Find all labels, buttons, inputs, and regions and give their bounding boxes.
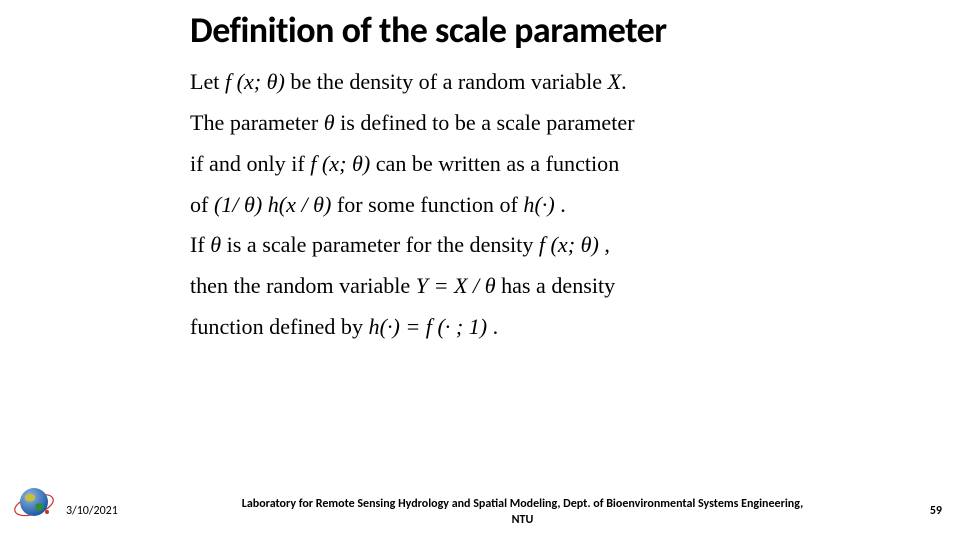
text: . xyxy=(487,314,498,339)
footer: 3/10/2021 Laboratory for Remote Sensing … xyxy=(0,484,960,534)
lab-logo-icon xyxy=(12,482,56,526)
math-expr: Y = X / θ xyxy=(416,273,496,298)
slide: Definition of the scale parameter Let f … xyxy=(0,0,960,540)
footer-lab: Laboratory for Remote Sensing Hydrology … xyxy=(145,496,900,528)
text: , xyxy=(599,232,610,257)
text: . xyxy=(555,192,566,217)
math-expr: (1/ θ) h(x / θ) xyxy=(214,192,331,217)
math-expr: f (x; θ) xyxy=(539,232,599,257)
text: . xyxy=(621,69,627,94)
text: is defined to be a scale parameter xyxy=(340,110,634,135)
footer-lab-line2: NTU xyxy=(512,513,534,527)
text: has a density xyxy=(496,273,616,298)
text: The parameter xyxy=(190,110,324,135)
slide-title: Definition of the scale parameter xyxy=(190,8,667,52)
text: be the density of a random variable xyxy=(290,69,607,94)
slide-body: Let f (x; θ) be the density of a random … xyxy=(190,62,810,348)
math-expr: f (x; θ) xyxy=(310,151,370,176)
math-expr: h(·) = f (· ; 1) xyxy=(369,314,488,339)
footer-lab-line1: Laboratory for Remote Sensing Hydrology … xyxy=(242,497,803,511)
body-line-3: if and only if f (x; θ) can be written a… xyxy=(190,144,810,185)
body-line-4: of (1/ θ) h(x / θ) for some function of … xyxy=(190,185,810,226)
text: then the random variable xyxy=(190,273,416,298)
body-line-1: Let f (x; θ) be the density of a random … xyxy=(190,62,810,103)
footer-page-number: 59 xyxy=(930,504,942,518)
math-var: θ xyxy=(210,232,221,257)
body-line-5: If θ is a scale parameter for the densit… xyxy=(190,225,810,266)
text: is a scale parameter for the density xyxy=(227,232,539,257)
footer-date: 3/10/2021 xyxy=(66,504,118,518)
math-var: X xyxy=(608,69,622,94)
math-var: θ xyxy=(324,110,335,135)
body-line-7: function defined by h(·) = f (· ; 1) . xyxy=(190,307,810,348)
text: function defined by xyxy=(190,314,369,339)
math-expr: h(·) xyxy=(523,192,554,217)
text: for some function of xyxy=(331,192,523,217)
body-line-2: The parameter θ is defined to be a scale… xyxy=(190,103,810,144)
text: if and only if xyxy=(190,151,310,176)
text: If xyxy=(190,232,210,257)
text: can be written as a function xyxy=(376,151,620,176)
math-expr: f (x; θ) xyxy=(225,69,285,94)
text: of xyxy=(190,192,214,217)
body-line-6: then the random variable Y = X / θ has a… xyxy=(190,266,810,307)
text: Let xyxy=(190,69,225,94)
